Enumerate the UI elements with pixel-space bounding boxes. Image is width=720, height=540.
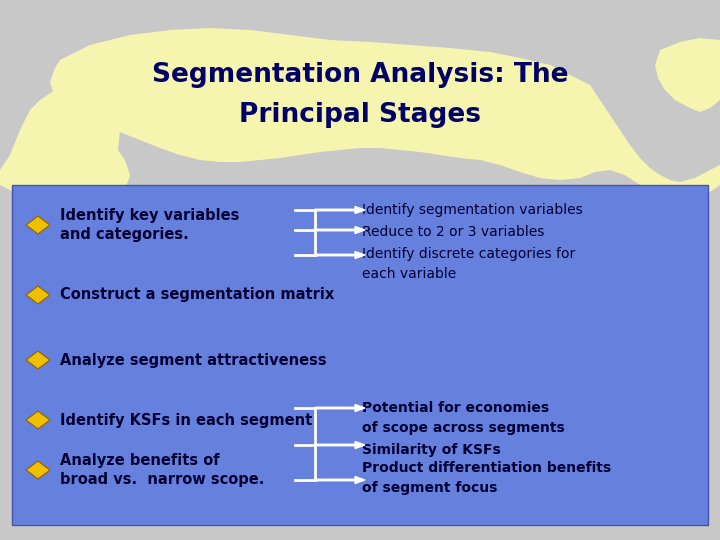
Text: Construct a segmentation matrix: Construct a segmentation matrix	[60, 287, 334, 302]
Text: Identify key variables
and categories.: Identify key variables and categories.	[60, 207, 239, 242]
Polygon shape	[26, 286, 50, 304]
Polygon shape	[26, 461, 50, 479]
Text: Principal Stages: Principal Stages	[239, 102, 481, 128]
Text: Identify segmentation variables: Identify segmentation variables	[362, 203, 582, 217]
FancyArrow shape	[315, 252, 365, 259]
FancyArrow shape	[315, 476, 365, 483]
FancyArrow shape	[315, 226, 365, 233]
Polygon shape	[26, 216, 50, 234]
Text: of scope across segments: of scope across segments	[362, 421, 564, 435]
Text: Analyze segment attractiveness: Analyze segment attractiveness	[60, 353, 327, 368]
Polygon shape	[655, 38, 720, 112]
FancyBboxPatch shape	[12, 185, 708, 525]
Text: Potential for economies: Potential for economies	[362, 401, 549, 415]
Text: Similarity of KSFs: Similarity of KSFs	[362, 443, 500, 457]
FancyArrow shape	[315, 206, 365, 213]
Text: Analyze benefits of
broad vs.  narrow scope.: Analyze benefits of broad vs. narrow sco…	[60, 453, 264, 488]
Text: of segment focus: of segment focus	[362, 481, 498, 495]
FancyArrow shape	[315, 404, 365, 411]
Text: Segmentation Analysis: The: Segmentation Analysis: The	[152, 62, 568, 88]
Polygon shape	[26, 351, 50, 369]
Polygon shape	[50, 28, 720, 200]
Text: each variable: each variable	[362, 267, 456, 281]
Polygon shape	[26, 411, 50, 429]
FancyArrow shape	[315, 442, 365, 449]
Text: Identify discrete categories for: Identify discrete categories for	[362, 247, 575, 261]
Text: Product differentiation benefits: Product differentiation benefits	[362, 461, 611, 475]
Text: Identify KSFs in each segment: Identify KSFs in each segment	[60, 413, 312, 428]
Polygon shape	[0, 75, 130, 218]
Text: Reduce to 2 or 3 variables: Reduce to 2 or 3 variables	[362, 225, 544, 239]
